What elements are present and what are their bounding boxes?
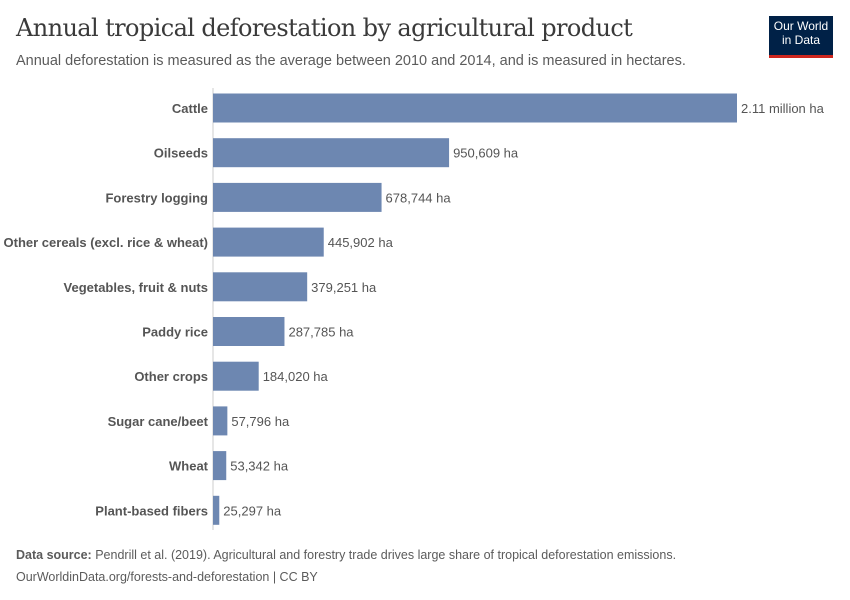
category-label: Forestry logging	[105, 190, 208, 205]
category-label: Other crops	[134, 369, 208, 384]
value-label: 287,785 ha	[288, 325, 354, 340]
value-label: 57,796 ha	[231, 414, 290, 429]
bar	[213, 451, 227, 481]
bar	[213, 495, 220, 525]
category-label: Other cereals (excl. rice & wheat)	[4, 235, 208, 250]
bar	[213, 361, 259, 391]
value-label: 25,297 ha	[223, 503, 282, 518]
source-text: Pendrill et al. (2019). Agricultural and…	[91, 548, 677, 562]
footer-url[interactable]: OurWorldinData.org/forests-and-deforesta…	[16, 570, 318, 584]
bar	[213, 317, 285, 346]
bar	[213, 138, 450, 168]
value-label: 678,744 ha	[386, 190, 452, 205]
value-label: 950,609 ha	[453, 146, 519, 161]
category-label: Plant-based fibers	[95, 503, 208, 518]
category-label: Sugar cane/beet	[108, 414, 209, 429]
logo-line2: in Data	[781, 33, 821, 47]
category-label: Paddy rice	[142, 325, 208, 340]
source-label: Data source:	[16, 548, 92, 562]
bar	[213, 406, 228, 436]
bar	[213, 182, 382, 212]
value-label: 184,020 ha	[263, 369, 329, 384]
data-source: Data source: Pendrill et al. (2019). Agr…	[16, 548, 676, 562]
category-label: Vegetables, fruit & nuts	[64, 280, 208, 295]
category-label: Wheat	[169, 459, 209, 474]
logo-line1: Our World	[773, 19, 829, 33]
chart-subtitle: Annual deforestation is measured as the …	[16, 53, 686, 69]
value-label: 2.11 million ha	[741, 101, 825, 116]
value-label: 53,342 ha	[230, 459, 289, 474]
bar	[213, 272, 308, 302]
category-label: Cattle	[172, 101, 208, 116]
bar	[213, 227, 324, 257]
chart-title: Annual tropical deforestation by agricul…	[16, 14, 633, 42]
value-label: 379,251 ha	[311, 280, 377, 295]
owid-logo[interactable]: Our World in Data	[769, 16, 833, 58]
value-label: 445,902 ha	[328, 235, 394, 250]
bar	[213, 93, 737, 123]
category-label: Oilseeds	[154, 146, 208, 161]
